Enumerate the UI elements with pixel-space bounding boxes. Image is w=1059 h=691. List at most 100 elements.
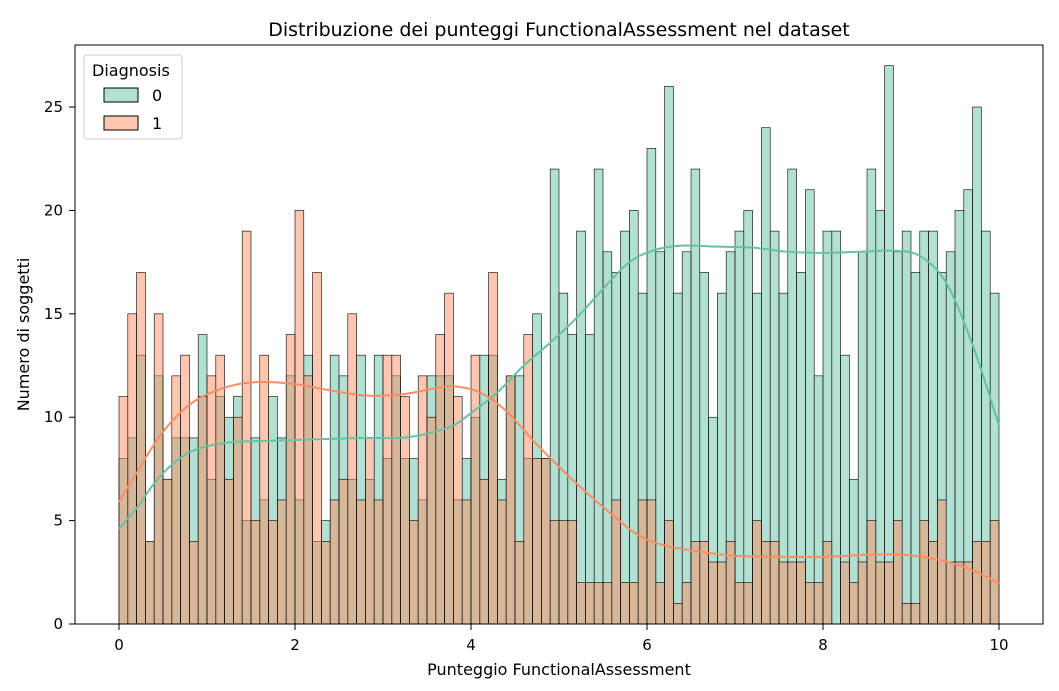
histogram-bar: [602, 582, 613, 625]
x-tick-label: 10: [989, 636, 1008, 654]
histogram-bar: [576, 582, 586, 625]
histogram-bar: [444, 292, 454, 625]
histogram-bar: [347, 313, 357, 625]
histogram-bar: [963, 561, 973, 625]
histogram-bar: [294, 210, 305, 625]
histogram-bar: [963, 189, 973, 625]
histogram-bar: [725, 540, 736, 625]
x-axis-label: Punteggio FunctionalAssessment: [427, 660, 691, 679]
histogram-bar: [426, 416, 437, 625]
histogram-bar: [567, 520, 577, 625]
histogram-bar: [901, 603, 912, 625]
histogram-bar: [197, 396, 208, 625]
histogram-bar: [805, 582, 815, 625]
kde-line-1: [118, 381, 1000, 585]
histogram-bar: [743, 210, 753, 625]
y-tick-label: 5: [53, 512, 63, 530]
histogram-bar: [514, 540, 525, 625]
histogram-bar: [400, 396, 410, 625]
histogram-bar: [769, 540, 780, 625]
histogram-bar: [673, 603, 683, 625]
histogram-bar: [954, 561, 965, 625]
histogram-bar: [373, 499, 384, 625]
histogram-bar: [541, 458, 551, 625]
bars-layer: [118, 65, 1000, 625]
histogram-bar: [673, 292, 683, 625]
histogram-bar: [646, 499, 657, 625]
histogram-bar: [576, 230, 586, 625]
histogram-bar: [981, 540, 991, 625]
histogram-bar: [796, 561, 806, 625]
histogram-bar: [479, 478, 489, 625]
histogram-bar: [620, 582, 630, 625]
histogram-bar: [585, 582, 595, 625]
histogram-bar: [690, 540, 701, 625]
histogram-bar: [637, 499, 648, 625]
histogram-bar: [558, 520, 569, 625]
histogram-bar: [805, 189, 815, 625]
histogram-bar: [822, 540, 833, 625]
histogram-bar: [233, 416, 243, 625]
x-tick-label: 0: [114, 636, 124, 654]
histogram-bar: [162, 478, 173, 625]
histogram-bar: [884, 561, 894, 625]
histogram-bar: [787, 561, 797, 625]
y-tick-label: 0: [53, 615, 63, 633]
histogram-bar: [752, 520, 762, 625]
histogram-bar: [813, 582, 824, 625]
y-tick-label: 15: [44, 305, 63, 323]
histogram-bar: [285, 334, 296, 625]
histogram-bar: [417, 375, 428, 625]
histogram-bar: [910, 603, 921, 625]
legend-title: Diagnosis: [92, 61, 170, 80]
histogram-bar: [189, 540, 199, 625]
x-tick-label: 2: [290, 636, 300, 654]
histogram-bar: [840, 561, 850, 625]
histogram-bar: [655, 582, 665, 625]
histogram-bar: [629, 210, 639, 625]
histogram-bar: [681, 582, 692, 625]
x-axis: 0 2 4 6 8 10: [114, 624, 1009, 654]
histogram-bar: [717, 561, 727, 625]
histogram-bar: [127, 313, 137, 625]
legend-label: 0: [152, 86, 162, 105]
histogram-bar: [972, 540, 982, 625]
x-tick-label: 6: [642, 636, 652, 654]
histogram-bar: [593, 168, 604, 625]
histogram-bar: [153, 313, 164, 625]
histogram-bar: [778, 561, 789, 625]
histogram-bar: [884, 65, 894, 625]
y-axis-label: Numero di soggetti: [14, 258, 33, 412]
legend: Diagnosis 0 1: [83, 54, 183, 140]
histogram-bar: [277, 499, 287, 625]
histogram-bar: [435, 334, 445, 625]
histogram-bar: [321, 540, 331, 625]
histogram-bar: [761, 540, 771, 625]
histogram-bar: [893, 520, 903, 625]
legend-swatch-1: [103, 115, 139, 131]
histogram-bar: [875, 561, 885, 625]
histogram-bar: [593, 582, 604, 625]
histogram-bar: [145, 540, 155, 625]
histogram-bar: [901, 230, 912, 625]
histogram-bar: [857, 561, 868, 625]
histogram-bar: [655, 251, 665, 625]
histogram-bar: [365, 437, 375, 625]
histogram-bar: [743, 582, 753, 625]
histogram-bar: [453, 396, 463, 625]
histogram-bar: [602, 251, 613, 625]
histogram-bar: [910, 272, 921, 625]
histogram-bar: [664, 520, 674, 625]
histogram-bar: [523, 334, 533, 625]
histogram-bar: [224, 478, 234, 625]
y-axis: 0 5 10 15 20 25: [44, 98, 75, 633]
histogram-bar: [734, 582, 745, 625]
kde-line-0: [118, 244, 1000, 530]
histogram-bar: [488, 272, 498, 625]
histogram-bar: [681, 251, 692, 625]
histogram-bar: [312, 272, 322, 625]
histogram-bar: [945, 561, 956, 625]
histogram-bar: [206, 375, 217, 625]
legend-label: 1: [152, 114, 162, 133]
